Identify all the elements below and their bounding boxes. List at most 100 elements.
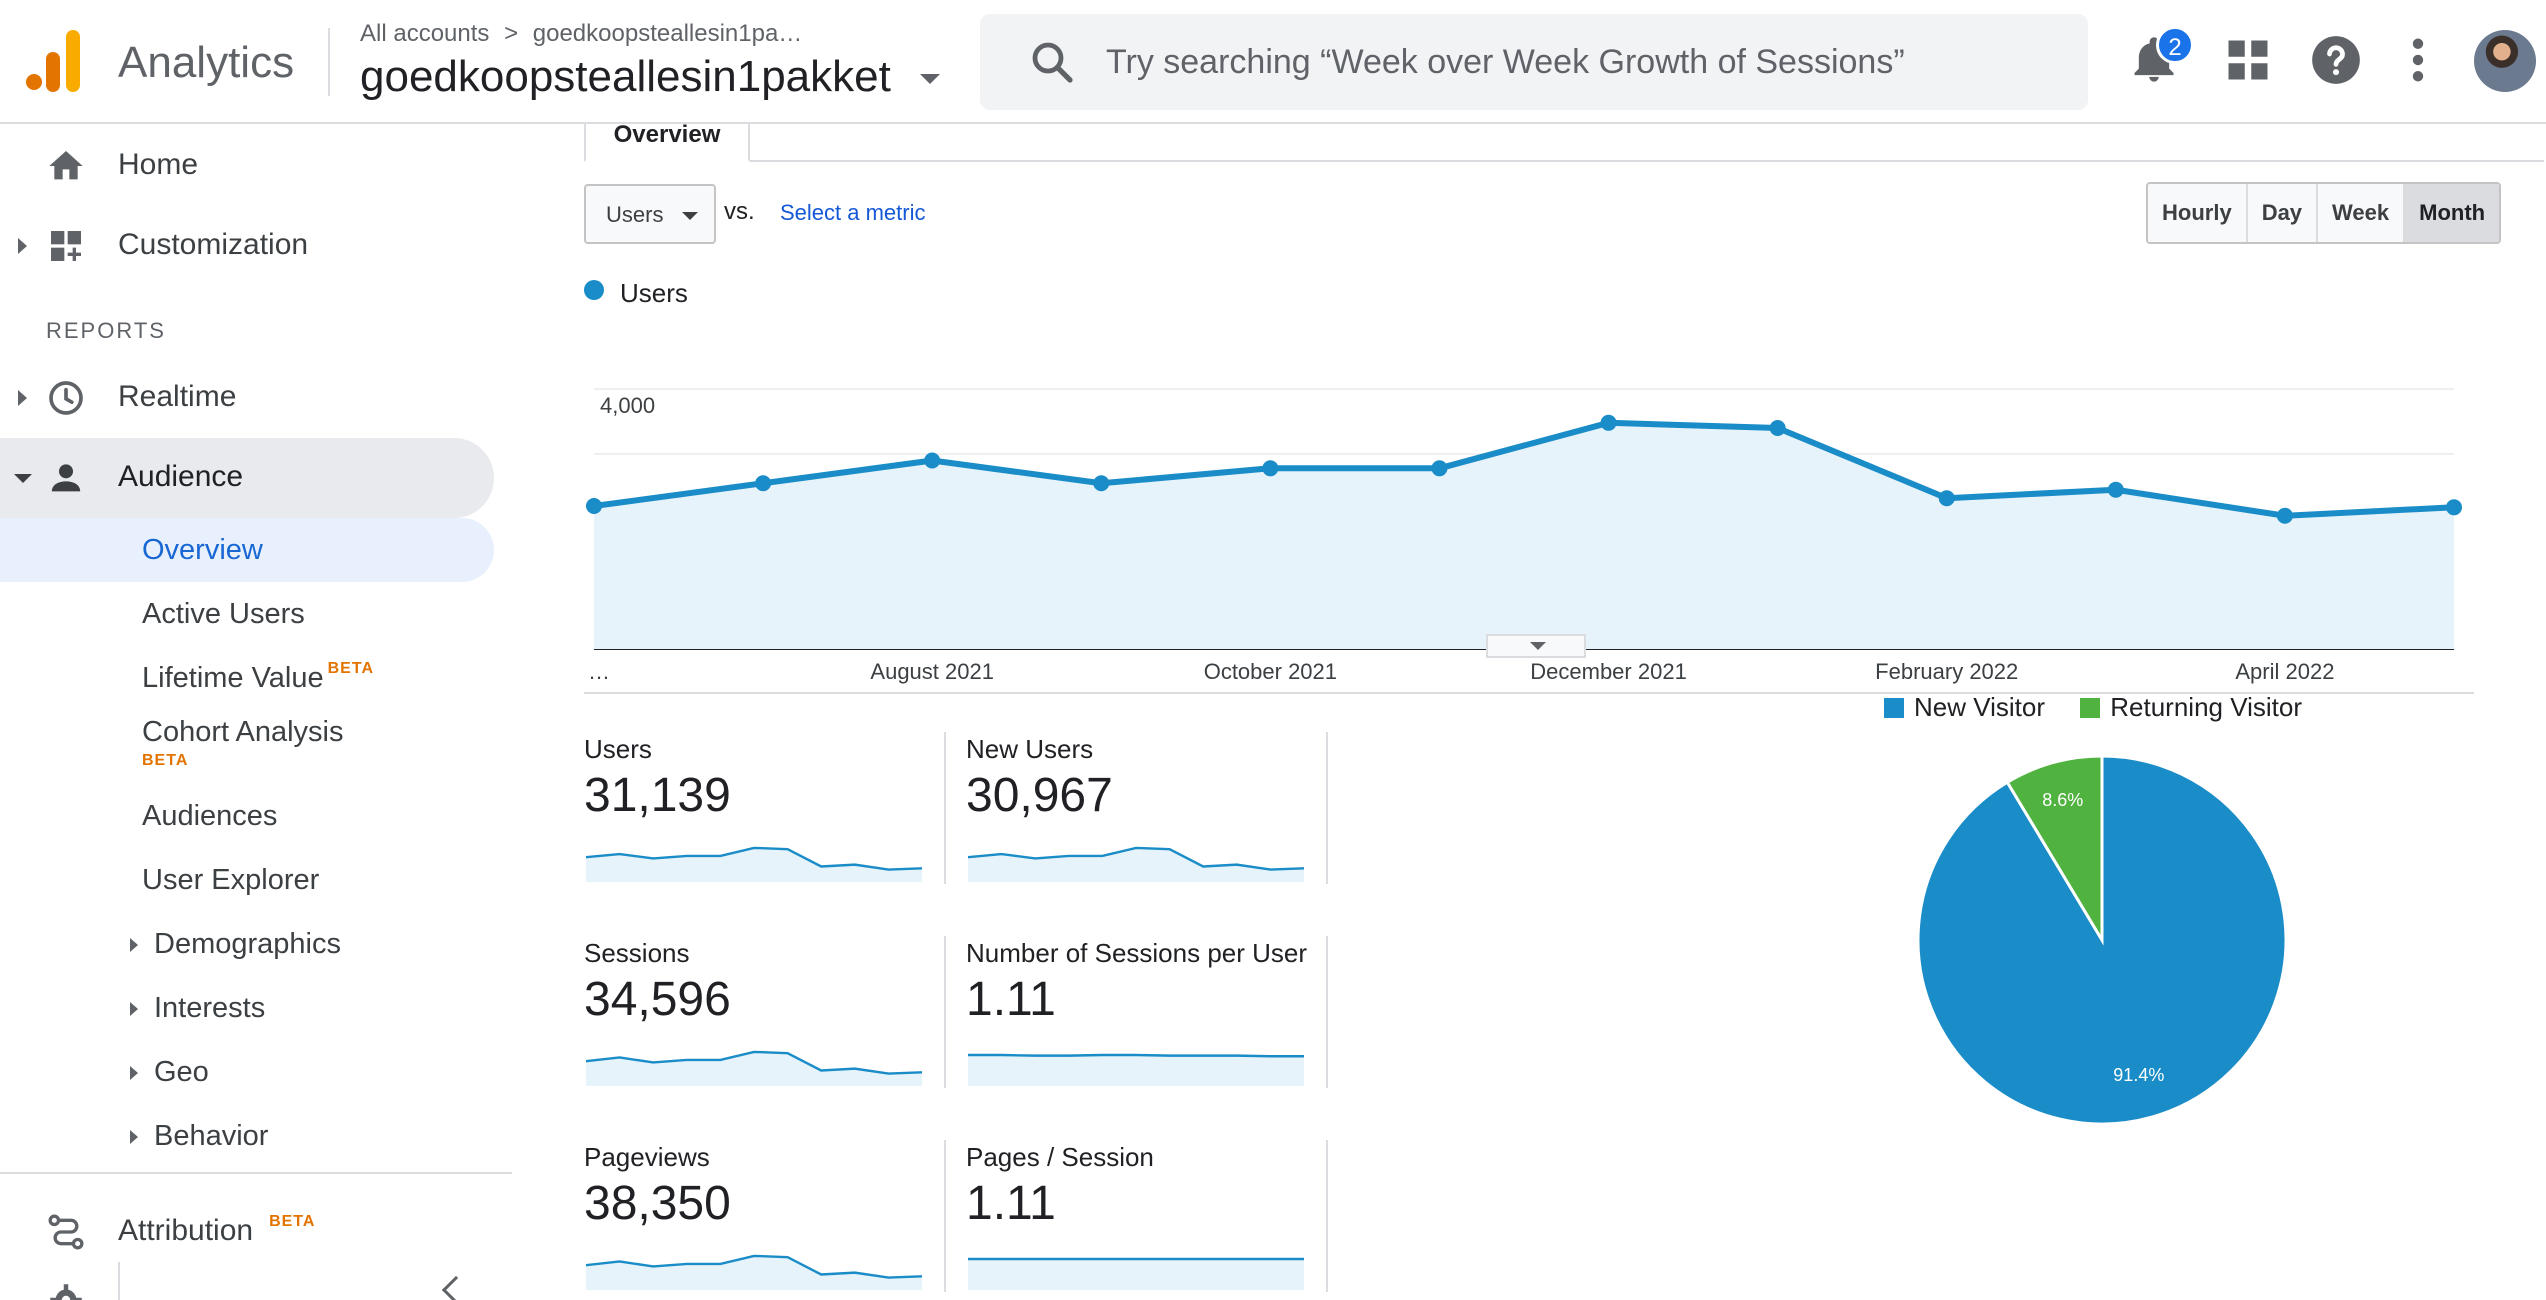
- scorecard-sparkline: [585, 1050, 923, 1086]
- sidebar-item-label: Overview: [142, 534, 263, 566]
- data-point[interactable]: [1262, 460, 1279, 477]
- card-divider: [1326, 936, 1328, 1088]
- collapse-arrow-icon[interactable]: [14, 474, 32, 483]
- expand-arrow-icon[interactable]: [130, 938, 138, 952]
- legend-new-visitor: New Visitor: [1914, 692, 2046, 722]
- analytics-logo-icon[interactable]: [26, 30, 82, 92]
- apps-grid-icon[interactable]: [2222, 34, 2274, 86]
- legend-swatch: [1884, 698, 1904, 718]
- data-point[interactable]: [2276, 507, 2293, 524]
- sidebar-item-interests[interactable]: Interests: [0, 976, 494, 1040]
- sidebar-item-active-users[interactable]: Active Users: [0, 582, 494, 646]
- sidebar-item-label: User Explorer: [142, 864, 320, 896]
- sidebar-item-lifetime-value[interactable]: Lifetime Value BETA: [0, 646, 494, 710]
- sidebar-item-label: Cohort Analysis: [142, 716, 344, 748]
- sidebar-item-cohort-analysis[interactable]: Cohort Analysis BETA: [0, 708, 494, 782]
- scorecard-title: Users: [584, 734, 652, 764]
- scorecard-pageviews[interactable]: Pageviews 38,350: [584, 1132, 944, 1300]
- data-point[interactable]: [1769, 420, 1786, 436]
- expand-arrow-icon[interactable]: [18, 390, 27, 406]
- expand-arrow-icon[interactable]: [18, 238, 27, 254]
- data-point[interactable]: [1093, 475, 1110, 492]
- search-input[interactable]: [1106, 42, 2046, 82]
- notification-count-badge: 2: [2156, 26, 2194, 64]
- data-point[interactable]: [2107, 481, 2124, 498]
- data-point[interactable]: [924, 452, 941, 469]
- account-avatar[interactable]: [2474, 30, 2536, 92]
- sidebar-item-label: Active Users: [142, 598, 305, 630]
- data-point[interactable]: [1431, 460, 1448, 477]
- breadcrumb[interactable]: All accounts > goedkoopsteallesin1pa…: [360, 20, 802, 48]
- data-point[interactable]: [1938, 490, 1955, 507]
- tab-overview[interactable]: Overview: [584, 123, 750, 162]
- data-point[interactable]: [586, 498, 602, 514]
- sidebar-item-audience[interactable]: Audience: [0, 438, 494, 518]
- scorecard-pages-per-session[interactable]: Pages / Session 1.11: [966, 1132, 1326, 1300]
- scorecard-sparkline: [967, 846, 1305, 882]
- range-day-button[interactable]: Day: [2247, 184, 2319, 242]
- sidebar-item-label: Geo: [154, 1056, 209, 1088]
- legend-returning-visitor: Returning Visitor: [2110, 692, 2302, 722]
- data-point[interactable]: [755, 475, 772, 492]
- scorecard-sparkline: [968, 1257, 1304, 1290]
- more-vert-icon[interactable]: [2392, 34, 2444, 86]
- breadcrumb-root[interactable]: All accounts: [360, 20, 490, 47]
- scorecard-sessions-per-user[interactable]: Number of Sessions per User 1.11: [966, 928, 1326, 1120]
- home-icon: [49, 151, 83, 180]
- sparkline-line: [585, 1050, 923, 1075]
- sidebar-nav: Home Customization REPORTS Realtime Audi…: [0, 124, 512, 1300]
- range-hourly-button[interactable]: Hourly: [2148, 184, 2248, 242]
- metric-select[interactable]: Users: [584, 184, 716, 244]
- card-divider: [944, 732, 946, 884]
- sidebar-item-customization[interactable]: Customization: [0, 206, 494, 286]
- sidebar-item-demographics[interactable]: Demographics: [0, 912, 494, 976]
- sidebar-item-label: Customization: [118, 228, 309, 261]
- chart-toggle-handle[interactable]: [1486, 634, 1586, 658]
- expand-arrow-icon[interactable]: [130, 1002, 138, 1016]
- sidebar-item-geo[interactable]: Geo: [0, 1040, 494, 1104]
- scorecard-users[interactable]: Users 31,139: [584, 724, 944, 916]
- sparkline-line: [968, 1053, 1304, 1058]
- pie-slice-returning-visitor[interactable]: [2005, 754, 2104, 946]
- sidebar-item-realtime[interactable]: Realtime: [0, 358, 494, 438]
- scorecard-title: Pages / Session: [966, 1142, 1154, 1172]
- help-icon[interactable]: [2310, 34, 2362, 86]
- breadcrumb-account[interactable]: goedkoopsteallesin1pa…: [532, 20, 803, 47]
- scorecard-new-users[interactable]: New Users 30,967: [966, 724, 1326, 916]
- data-point[interactable]: [2446, 499, 2462, 516]
- sidebar-item-user-explorer[interactable]: User Explorer: [0, 848, 494, 912]
- scorecard-sessions[interactable]: Sessions 34,596: [584, 928, 944, 1120]
- expand-arrow-icon[interactable]: [130, 1130, 138, 1144]
- range-month-button[interactable]: Month: [2405, 184, 2500, 242]
- gear-icon[interactable]: [48, 1282, 84, 1300]
- x-tick-label: …: [588, 659, 610, 684]
- expand-arrow-icon[interactable]: [130, 1066, 138, 1080]
- account-dropdown-icon[interactable]: [920, 74, 940, 84]
- main-content: Overview Users vs. Select a metric Hourl…: [542, 123, 2546, 1300]
- sidebar-item-overview[interactable]: Overview: [0, 518, 494, 582]
- select-metric-link[interactable]: Select a metric: [780, 200, 926, 225]
- account-selector[interactable]: goedkoopsteallesin1pakket: [360, 52, 891, 101]
- sidebar-item-behavior[interactable]: Behavior: [0, 1104, 494, 1168]
- scorecard-value: 1.11: [966, 973, 1056, 1026]
- sidebar-item-label: Attribution BETA: [118, 1213, 315, 1248]
- collapse-sidebar-icon[interactable]: [441, 1275, 471, 1300]
- data-point[interactable]: [1600, 414, 1617, 431]
- app-header: Analytics All accounts > goedkoopstealle…: [0, 0, 2546, 124]
- pie-slice-new-visitor[interactable]: [1916, 754, 2288, 1126]
- sidebar-item-attribution[interactable]: Attribution BETA: [0, 1192, 494, 1272]
- search-bar[interactable]: [980, 14, 2088, 110]
- x-tick-label: December 2021: [1530, 659, 1687, 684]
- search-icon: [1032, 42, 1073, 83]
- y-tick-label: 4,000: [600, 393, 655, 418]
- sidebar-item-audiences[interactable]: Audiences: [0, 784, 494, 848]
- card-divider: [944, 1140, 946, 1292]
- range-week-button[interactable]: Week: [2318, 184, 2406, 242]
- sidebar-item-home[interactable]: Home: [0, 126, 494, 206]
- x-tick-label: February 2022: [1875, 659, 2018, 684]
- beta-badge: BETA: [327, 660, 374, 677]
- sparkline-line: [585, 1254, 923, 1279]
- scorecard-value: 38,350: [584, 1177, 731, 1230]
- attribution-label: Attribution: [118, 1214, 254, 1247]
- sidebar-item-label: Lifetime Value BETA: [142, 660, 374, 695]
